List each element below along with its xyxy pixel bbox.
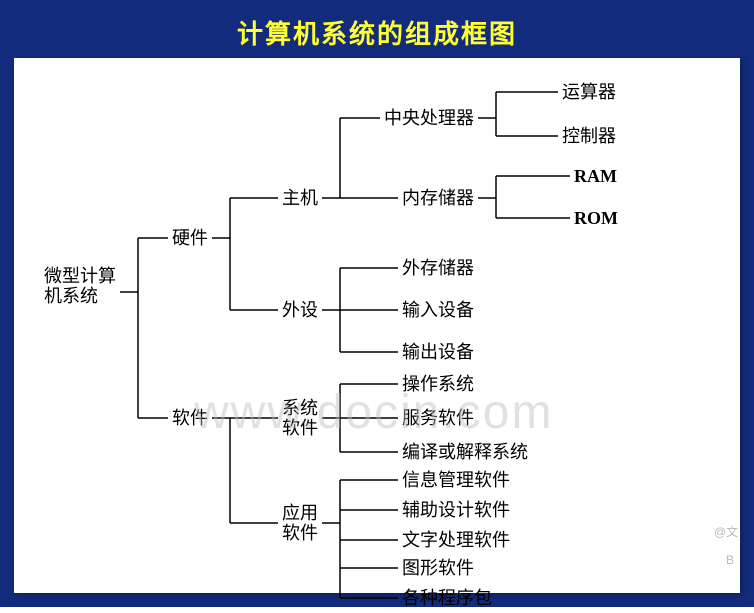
tree-diagram: 微型计算机系统 硬件 主机 中央处理器 运算器控制器内存储器 RAM ROM 外设 外存储器输入… [14,58,740,613]
tree-node: 信息管理软件 [402,470,510,490]
tree-node: 外设 [282,300,318,320]
slide: 计算机系统的组成框图 微型计算机系统 硬件 主机 中央处理器 运算器控制器内存储器 RAM… [0,0,754,607]
tree-node: 图形软件 [402,558,474,578]
tree-node: 辅助设计软件 [402,500,510,520]
page-title: 计算机系统的组成框图 [0,14,754,51]
tree-node: 编译或解释系统 [402,442,528,462]
watermark: www.docin.com [193,386,553,439]
tree-node: RAM [574,166,617,186]
tree-node: 微型计算机系统 [44,266,116,306]
tree-node: 硬件 [172,228,208,248]
tree-node: 文字处理软件 [402,530,510,550]
tree-node: ROM [574,208,618,228]
tree-node: 应用软件 [282,503,318,543]
tree-node: 输入设备 [402,300,474,320]
tree-node: 内存储器 [402,188,474,208]
tree-node: 主机 [282,188,318,208]
tree-node: 中央处理器 [384,108,474,128]
tree-node: 外存储器 [402,258,474,278]
tree-node: 运算器 [562,82,616,102]
corner-mark: @文 [714,524,738,539]
diagram-panel: 微型计算机系统 硬件 主机 中央处理器 运算器控制器内存储器 RAM ROM 外设 外存储器输入… [14,58,740,593]
tree-node: 各种程序包 [402,588,492,608]
tree-node: 输出设备 [402,342,474,362]
corner-mark: B [726,553,734,567]
tree-node: 控制器 [562,126,616,146]
